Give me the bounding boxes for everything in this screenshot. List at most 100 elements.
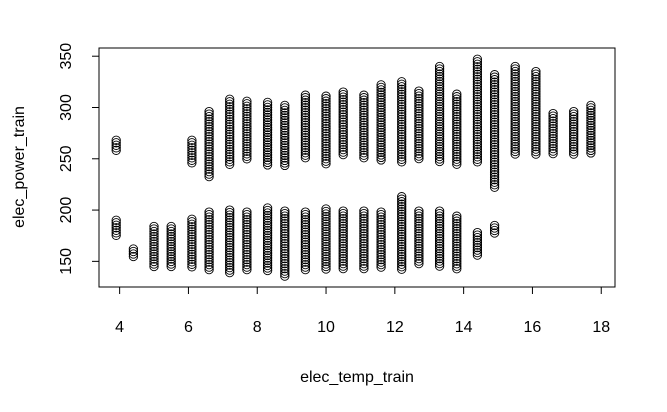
data-point [489,167,500,177]
data-point [242,129,252,139]
data-point [187,242,197,252]
data-point [187,257,197,267]
data-point [397,262,407,272]
data-point [300,110,311,120]
data-point [338,144,348,155]
data-point [225,129,235,139]
data-point [397,82,407,92]
data-point [510,96,520,107]
data-point [452,264,462,274]
data-point [359,263,369,274]
data-point [280,148,290,158]
data-point [376,252,386,262]
data-point [280,271,290,281]
data-point [397,157,407,167]
data-point [166,251,176,262]
data-point [187,222,197,232]
data-point [300,232,311,242]
data-point [434,126,445,137]
data-point [242,212,252,222]
data-point [434,144,445,154]
data-point [242,259,252,270]
data-point [280,123,290,133]
data-point [204,166,214,177]
data-point [225,215,235,225]
data-point [204,257,214,267]
data-point [414,128,424,139]
data-point [166,231,176,242]
data-point [225,237,235,248]
data-point [586,128,596,138]
data-point [204,214,214,225]
data-point [359,130,369,140]
data-point [280,206,290,216]
data-point [262,150,273,160]
data-point [569,124,579,134]
data-point [300,145,311,155]
data-point [225,117,235,127]
data-point [376,100,386,110]
data-point [321,121,331,131]
data-point [414,243,424,254]
data-point [338,221,348,231]
x-tick-label: 4 [115,319,124,336]
data-point [149,261,159,272]
data-point [166,239,176,249]
data-point [242,237,252,247]
data-point [472,97,483,107]
data-point [414,91,424,101]
data-point [280,241,290,251]
data-point [452,251,462,261]
data-point [166,244,176,254]
data-point [166,241,176,252]
data-point [321,254,331,264]
data-point [128,246,139,257]
data-point [489,180,500,190]
data-point [262,122,273,133]
data-point [376,227,386,237]
data-point [359,236,369,246]
data-point [414,221,424,231]
data-point [548,111,558,121]
x-tick-label: 16 [524,319,542,336]
data-point [531,94,541,104]
data-point [414,103,424,114]
data-point [225,137,235,147]
data-point [280,125,290,136]
data-point [414,251,424,261]
data-point [397,124,407,134]
data-point [280,208,290,219]
data-point [187,254,197,264]
data-point [338,107,348,117]
data-point [321,99,331,109]
data-point [472,127,483,137]
data-point [531,149,541,159]
data-point [262,145,273,155]
data-point [376,239,386,250]
data-point [204,149,214,159]
data-point [204,247,214,257]
data-point [376,242,386,252]
data-point [300,239,311,250]
data-point [300,133,311,143]
data-point [586,123,596,133]
data-point [397,102,407,112]
data-point [262,225,273,236]
data-point [262,205,273,216]
data-point [187,217,197,227]
data-point [225,242,235,253]
data-point [111,135,121,145]
data-point [531,69,541,79]
data-point [300,130,311,140]
data-point [376,259,386,270]
data-point [187,227,197,237]
data-point [359,90,369,100]
data-point [280,100,290,111]
data-point [452,94,462,104]
data-point [414,238,424,249]
data-point [452,256,462,266]
data-point [376,257,386,267]
data-point [434,253,445,264]
data-point [225,245,235,255]
data-point [280,268,290,279]
